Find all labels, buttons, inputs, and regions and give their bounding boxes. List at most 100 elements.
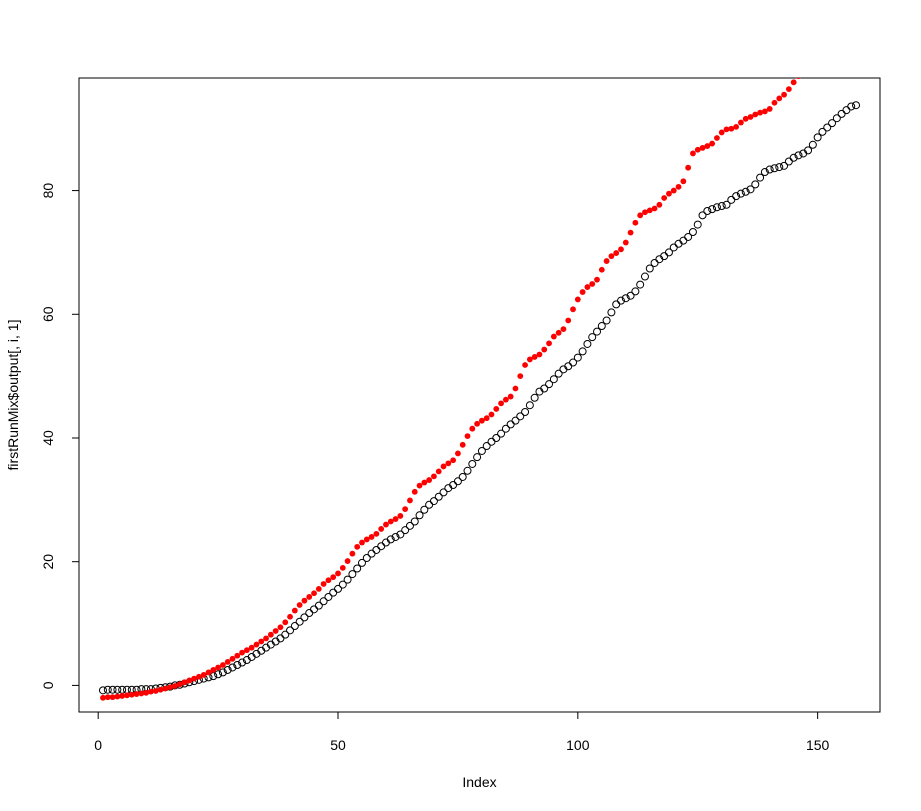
data-point (804, 146, 813, 155)
data-point (525, 401, 534, 410)
data-point (693, 220, 702, 229)
data-point (482, 442, 491, 451)
data-point (627, 229, 634, 236)
data-point (219, 662, 226, 668)
data-point (334, 584, 343, 593)
data-point (685, 164, 692, 171)
data-point (621, 294, 630, 303)
data-point (560, 326, 567, 333)
data-point (243, 647, 250, 654)
data-point (191, 675, 198, 682)
data-point (828, 119, 837, 128)
data-point (357, 558, 366, 567)
data-point (104, 694, 111, 701)
data-point (315, 586, 322, 592)
data-point (823, 123, 832, 132)
data-point (728, 125, 735, 132)
data-point (834, 24, 840, 30)
data-point (506, 420, 515, 429)
data-point (396, 530, 405, 539)
data-point (429, 497, 438, 506)
y-tick-label: 40 (40, 430, 56, 446)
y-tick-label: 0 (40, 681, 56, 689)
data-point (338, 580, 347, 589)
data-point (373, 530, 380, 537)
data-point (612, 300, 621, 309)
data-point (646, 207, 653, 214)
data-point (594, 276, 600, 283)
data-point (511, 416, 520, 425)
data-point (363, 536, 370, 543)
data-point (852, 101, 861, 110)
data-point (215, 664, 221, 671)
y-axis: 0 20 40 60 80 (40, 183, 80, 689)
data-point (181, 679, 188, 686)
data-point (157, 686, 164, 693)
data-point (128, 691, 135, 698)
data-point (751, 180, 760, 189)
data-point (258, 638, 265, 645)
data-point (530, 393, 539, 402)
data-point (781, 91, 787, 98)
data-point (810, 55, 816, 61)
data-point (718, 129, 725, 136)
data-points (98, 24, 861, 701)
data-point (622, 239, 629, 246)
data-point (703, 206, 712, 215)
data-point (498, 400, 504, 407)
data-point (794, 151, 803, 160)
data-point (545, 380, 554, 389)
data-point (757, 109, 763, 116)
data-point (847, 102, 856, 111)
data-point (613, 250, 620, 256)
data-point (362, 553, 371, 562)
data-point (727, 195, 736, 204)
data-point (367, 549, 376, 558)
data-point (353, 564, 362, 573)
data-point (391, 532, 400, 541)
data-point (579, 289, 586, 295)
x-axis: 0 50 100 150 (94, 711, 830, 753)
data-point (820, 42, 826, 48)
data-point (756, 173, 765, 182)
data-point (588, 333, 597, 342)
data-point (536, 351, 543, 358)
data-point (234, 652, 241, 659)
data-point (775, 163, 784, 172)
data-point (238, 658, 247, 667)
data-point (616, 296, 625, 305)
data-point (765, 165, 774, 174)
data-point (113, 685, 122, 694)
y-tick-label: 20 (40, 554, 56, 570)
data-point (426, 477, 433, 483)
data-point (493, 406, 500, 412)
data-point (311, 590, 317, 597)
data-point (723, 126, 730, 133)
data-point (372, 545, 381, 554)
series-1 (98, 101, 861, 695)
data-point (218, 668, 227, 677)
data-point (574, 296, 581, 303)
data-point (186, 677, 193, 684)
data-point (301, 597, 308, 604)
data-point (310, 605, 319, 614)
data-point (637, 212, 644, 219)
data-point (474, 420, 481, 427)
data-point (618, 246, 624, 253)
data-point (684, 232, 693, 241)
data-point (415, 511, 424, 520)
data-point (650, 258, 659, 267)
data-point (319, 597, 328, 606)
data-point (603, 258, 610, 264)
data-point (712, 203, 721, 212)
data-point (651, 205, 658, 212)
data-point (483, 415, 490, 422)
data-point (670, 187, 677, 194)
data-point (368, 534, 375, 540)
x-axis-title: Index (462, 774, 496, 790)
data-point (402, 506, 409, 513)
data-point (784, 157, 793, 166)
data-point (295, 617, 304, 626)
data-point (239, 649, 245, 656)
data-point (469, 425, 476, 432)
